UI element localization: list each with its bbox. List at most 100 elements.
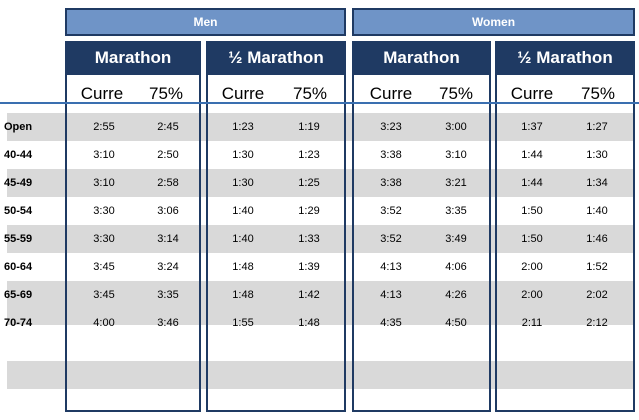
table-cell: 3:35 bbox=[445, 205, 467, 217]
sub-label-women-half-pct: 75% bbox=[580, 84, 616, 103]
col-head-women-marathon-label: Marathon bbox=[383, 48, 460, 67]
table-cell: 3:10 bbox=[93, 177, 115, 189]
row-stripe bbox=[7, 361, 633, 389]
sub-label-men-half-pct: 75% bbox=[292, 84, 328, 103]
table-cell: 1:30 bbox=[232, 177, 254, 189]
table-cell: 3:00 bbox=[445, 121, 467, 133]
table-cell: 2:45 bbox=[157, 121, 179, 133]
sub-label-men-marathon-pct: 75% bbox=[148, 84, 184, 103]
row-stripe bbox=[7, 297, 633, 325]
sub-label-women-marathon-current: Curre bbox=[369, 84, 413, 103]
row-label: 55-59 bbox=[4, 233, 33, 245]
table-cell: 1:50 bbox=[521, 233, 543, 245]
table-cell: 3:10 bbox=[93, 149, 115, 161]
col-head-women-half-label: ½ Marathon bbox=[517, 48, 613, 67]
sub-label-women-half-current: Curre bbox=[510, 84, 554, 103]
table-cell: 2:11 bbox=[521, 317, 543, 329]
table-cell: 2:02 bbox=[586, 289, 608, 301]
table-cell: 1:42 bbox=[298, 289, 320, 301]
table-cell: 1:27 bbox=[586, 121, 608, 133]
table-cell: 1:40 bbox=[586, 205, 608, 217]
table-cell: 1:25 bbox=[298, 177, 320, 189]
table-cell: 3:21 bbox=[445, 177, 467, 189]
col-head-men-half: ½ Marathon bbox=[206, 41, 346, 75]
table-cell: 2:55 bbox=[93, 121, 115, 133]
table-cell: 1:39 bbox=[298, 261, 320, 273]
table-cell: 4:00 bbox=[93, 317, 115, 329]
table-cell: 3:52 bbox=[380, 233, 402, 245]
sub-label-men-marathon-current: Curre bbox=[80, 84, 124, 103]
table-cell: 1:30 bbox=[232, 149, 254, 161]
group-header-women: Women bbox=[352, 8, 635, 36]
table-cell: 1:44 bbox=[521, 177, 543, 189]
table-cell: 3:45 bbox=[93, 261, 115, 273]
table-cell: 1:23 bbox=[232, 121, 254, 133]
row-label: 45-49 bbox=[4, 177, 33, 189]
row-label: 40-44 bbox=[4, 149, 33, 161]
row-label: 65-69 bbox=[4, 289, 33, 301]
table-cell: 1:52 bbox=[586, 261, 608, 273]
table-cell: 4:13 bbox=[380, 261, 402, 273]
group-header-women-label: Women bbox=[471, 15, 516, 29]
table-cell: 1:40 bbox=[232, 233, 254, 245]
col-frame-women-marathon bbox=[352, 41, 491, 412]
table-cell: 3:23 bbox=[380, 121, 402, 133]
table-cell: 2:50 bbox=[157, 149, 179, 161]
table-cell: 4:26 bbox=[445, 289, 467, 301]
row-stripe bbox=[7, 113, 633, 141]
col-head-women-half: ½ Marathon bbox=[495, 41, 635, 75]
col-frame-men-half bbox=[206, 41, 346, 412]
table-cell: 2:00 bbox=[521, 261, 543, 273]
table-cell: 3:46 bbox=[157, 317, 179, 329]
table-cell: 4:35 bbox=[380, 317, 402, 329]
table-cell: 1:34 bbox=[586, 177, 608, 189]
row-label: Open bbox=[4, 121, 33, 133]
table-cell: 1:30 bbox=[586, 149, 608, 161]
table-cell: 3:35 bbox=[157, 289, 179, 301]
table-cell: 3:14 bbox=[157, 233, 179, 245]
col-head-women-marathon: Marathon bbox=[352, 41, 491, 75]
table-cell: 1:23 bbox=[298, 149, 320, 161]
table-cell: 1:19 bbox=[298, 121, 320, 133]
table-cell: 1:44 bbox=[521, 149, 543, 161]
table-cell: 3:52 bbox=[380, 205, 402, 217]
col-frame-men-marathon bbox=[65, 41, 201, 412]
table-cell: 1:50 bbox=[521, 205, 543, 217]
table-cell: 1:33 bbox=[298, 233, 320, 245]
table-cell: 2:12 bbox=[586, 317, 608, 329]
group-header-men: Men bbox=[65, 8, 346, 36]
sub-label-women-marathon-pct: 75% bbox=[438, 84, 474, 103]
row-label: 70-74 bbox=[4, 317, 33, 329]
table-cell: 4:13 bbox=[380, 289, 402, 301]
table-cell: 1:48 bbox=[232, 289, 254, 301]
table-cell: 1:29 bbox=[298, 205, 320, 217]
row-stripe bbox=[7, 225, 633, 253]
col-head-men-marathon: Marathon bbox=[65, 41, 201, 75]
table-cell: 2:58 bbox=[157, 177, 179, 189]
table-cell: 2:00 bbox=[521, 289, 543, 301]
table-cell: 3:38 bbox=[380, 177, 402, 189]
table-cell: 1:48 bbox=[298, 317, 320, 329]
table-cell: 1:46 bbox=[586, 233, 608, 245]
header-divider-line bbox=[0, 102, 639, 104]
col-head-men-marathon-label: Marathon bbox=[94, 48, 172, 67]
row-label: 60-64 bbox=[4, 261, 33, 273]
table-cell: 4:06 bbox=[445, 261, 467, 273]
col-head-men-half-label: ½ Marathon bbox=[228, 48, 324, 67]
table-cell: 1:55 bbox=[232, 317, 254, 329]
row-stripe bbox=[7, 169, 633, 197]
group-header-men-label: Men bbox=[193, 15, 218, 29]
table-cell: 3:24 bbox=[157, 261, 179, 273]
table-cell: 1:48 bbox=[232, 261, 254, 273]
table-cell: 3:10 bbox=[445, 149, 467, 161]
table-cell: 3:38 bbox=[380, 149, 402, 161]
table-cell: 3:30 bbox=[93, 205, 115, 217]
table-cell: 1:37 bbox=[521, 121, 543, 133]
table-cell: 3:06 bbox=[157, 205, 179, 217]
table-cell: 3:45 bbox=[93, 289, 115, 301]
table-cell: 4:50 bbox=[445, 317, 467, 329]
table-cell: 1:40 bbox=[232, 205, 254, 217]
table-cell: 3:30 bbox=[93, 233, 115, 245]
sub-label-men-half-current: Curre bbox=[221, 84, 265, 103]
col-frame-women-half bbox=[495, 41, 635, 412]
